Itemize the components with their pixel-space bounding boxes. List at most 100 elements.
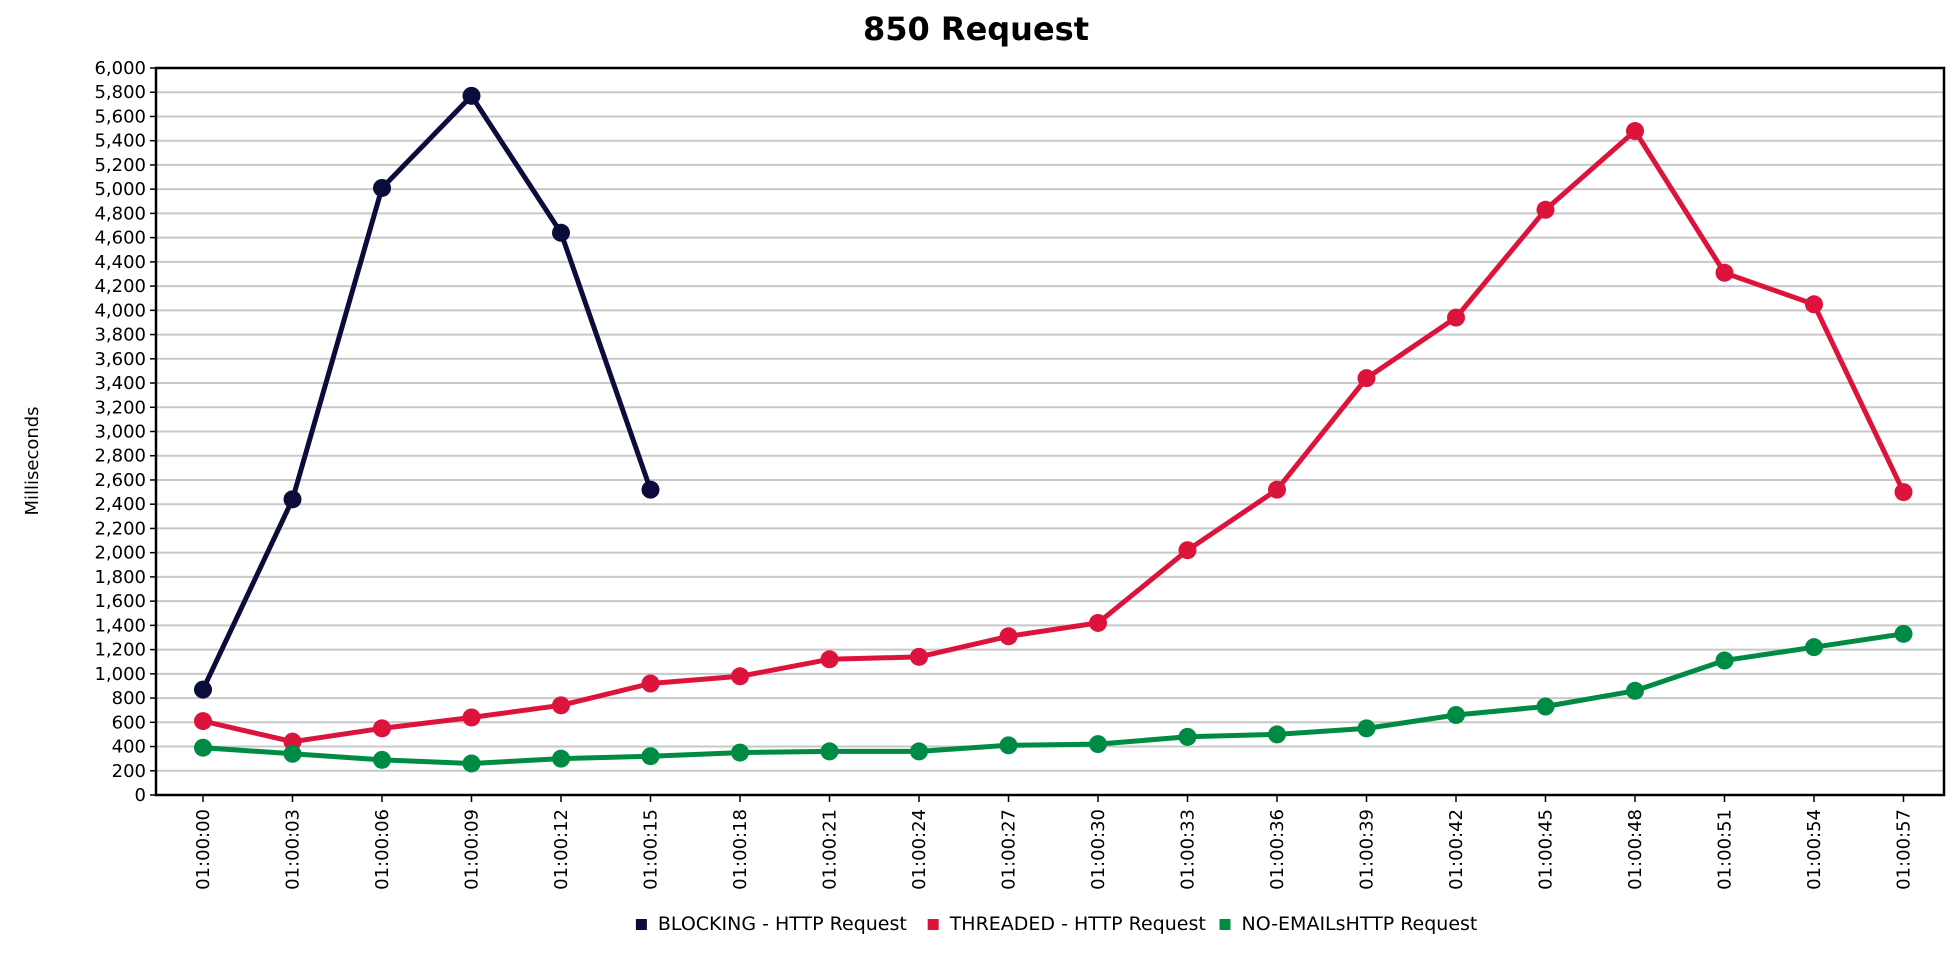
legend-label: THREADED - HTTP Request <box>949 913 1206 935</box>
data-point <box>1447 706 1465 725</box>
y-tick-label: 5,400 <box>94 131 146 152</box>
data-point <box>194 712 212 731</box>
data-point <box>373 750 391 769</box>
series-layer <box>194 86 1913 773</box>
x-axis-ticks: 01:00:00 01:00:03 01:00:06 01:00:09 01:00:12… <box>193 795 1915 890</box>
y-tick-label: 4,000 <box>94 300 146 321</box>
data-point <box>1805 295 1823 314</box>
y-tick-label: 2,000 <box>94 543 146 564</box>
y-tick-label: 0 <box>135 785 146 806</box>
y-tick-label: 3,000 <box>94 422 146 443</box>
data-point <box>1894 624 1913 643</box>
data-point <box>194 738 212 757</box>
y-tick-label: 3,800 <box>94 325 146 346</box>
y-tick-label: 3,400 <box>94 373 146 394</box>
x-tick-label: 01:00:21 <box>820 809 841 890</box>
data-point <box>283 490 302 509</box>
data-point <box>1357 369 1376 388</box>
data-point <box>820 742 839 761</box>
x-tick-label: 01:00:54 <box>1804 809 1825 890</box>
legend-label: NO-EMAILsHTTP Request <box>1242 913 1478 935</box>
y-tick-label: 200 <box>112 761 146 782</box>
y-tick-label: 3,200 <box>94 397 146 418</box>
y-tick-label: 1,200 <box>94 640 146 661</box>
data-point <box>910 742 928 761</box>
y-tick-label: 5,800 <box>94 82 146 103</box>
y-tick-label: 4,200 <box>94 276 146 297</box>
x-tick-label: 01:00:51 <box>1715 809 1736 890</box>
legend-item-3: NO-EMAILsHTTP Request <box>1219 913 1478 935</box>
data-point <box>1894 483 1913 502</box>
data-point <box>731 667 749 686</box>
y-tick-label: 600 <box>112 712 146 733</box>
legend: BLOCKING - HTTP Request THREADED - HTTP R… <box>635 913 1478 935</box>
y-tick-label: 1,000 <box>94 664 146 685</box>
y-tick-label: 4,400 <box>94 252 146 273</box>
data-point <box>910 647 928 666</box>
data-point <box>999 627 1018 646</box>
data-point <box>1268 725 1286 744</box>
data-point <box>1178 541 1197 560</box>
y-tick-label: 2,200 <box>94 518 146 539</box>
data-point <box>820 650 839 669</box>
x-tick-label: 01:00:33 <box>1178 809 1199 890</box>
data-point <box>731 743 749 762</box>
data-point <box>1536 697 1555 716</box>
data-point <box>999 736 1018 755</box>
data-point <box>1715 651 1734 670</box>
x-tick-label: 01:00:45 <box>1536 809 1557 890</box>
data-point <box>1715 263 1734 282</box>
data-point <box>1626 122 1644 141</box>
legend-swatch <box>635 919 647 930</box>
x-tick-label: 01:00:36 <box>1267 809 1288 890</box>
data-point <box>641 674 660 693</box>
y-tick-label: 1,800 <box>94 567 146 588</box>
data-point <box>1089 735 1107 754</box>
data-point <box>283 744 302 763</box>
legend-swatch <box>1219 919 1231 930</box>
data-point <box>194 680 212 699</box>
x-tick-label: 01:00:30 <box>1088 809 1109 890</box>
y-tick-label: 5,600 <box>94 106 146 127</box>
x-tick-label: 01:00:00 <box>193 809 214 890</box>
data-point <box>1536 200 1555 219</box>
y-tick-label: 2,400 <box>94 494 146 515</box>
y-axis-label: Milliseconds <box>22 406 43 515</box>
grid-lines <box>156 67 1944 796</box>
data-point <box>373 178 391 197</box>
chart-title: 850 Request <box>863 10 1089 48</box>
data-point <box>552 223 570 242</box>
x-tick-label: 01:00:27 <box>999 809 1020 890</box>
y-tick-label: 5,000 <box>94 179 146 200</box>
data-point <box>1178 727 1197 746</box>
series-2 <box>194 122 1913 751</box>
data-point <box>552 749 570 768</box>
y-tick-label: 5,200 <box>94 155 146 176</box>
series-1 <box>194 86 660 699</box>
x-tick-label: 01:00:57 <box>1894 809 1915 890</box>
data-point <box>1268 480 1286 499</box>
legend-item-2: THREADED - HTTP Request <box>927 913 1206 935</box>
data-point <box>1089 613 1107 632</box>
data-point <box>641 747 660 766</box>
data-point <box>462 86 481 105</box>
x-tick-label: 01:00:42 <box>1446 809 1467 890</box>
y-tick-label: 3,600 <box>94 349 146 370</box>
x-tick-label: 01:00:18 <box>730 809 751 890</box>
x-tick-label: 01:00:09 <box>462 809 483 890</box>
y-tick-label: 400 <box>112 737 146 758</box>
data-point <box>462 754 481 773</box>
data-point <box>1357 719 1376 738</box>
y-axis-ticks: 0 200 400 600 800 1,000 1,200 1,400 1,600 1,800 2,… <box>94 58 156 806</box>
data-point <box>641 480 660 499</box>
data-point <box>552 696 570 715</box>
legend-item-1: BLOCKING - HTTP Request <box>635 913 907 935</box>
x-tick-label: 01:00:15 <box>641 809 662 890</box>
legend-label: BLOCKING - HTTP Request <box>658 913 907 935</box>
y-tick-label: 6,000 <box>94 58 146 79</box>
data-point <box>1447 308 1465 327</box>
x-tick-label: 01:00:12 <box>551 809 572 890</box>
y-tick-label: 800 <box>112 688 146 709</box>
x-tick-label: 01:00:06 <box>372 809 393 890</box>
